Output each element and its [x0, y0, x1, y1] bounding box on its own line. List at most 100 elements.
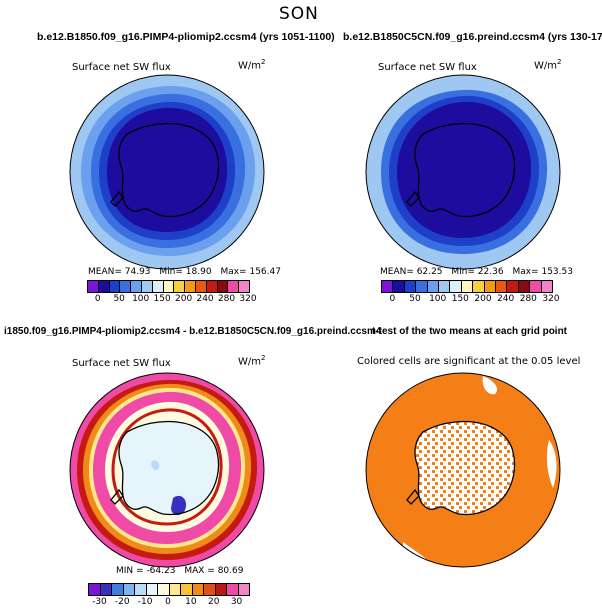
- colorbar-swatch: [237, 584, 249, 595]
- colorbar-swatch: [460, 281, 473, 292]
- colorbar-swatch: [108, 281, 120, 292]
- colorbar-swatch: [216, 281, 228, 292]
- colorbar-tick-label: -30: [92, 597, 107, 607]
- map-boundary: [69, 74, 265, 270]
- map-boundary: [365, 372, 561, 568]
- panel1-variable: Surface net SW flux: [72, 62, 171, 73]
- colorbar-swatch: [134, 584, 146, 595]
- insignificant-patch: [546, 440, 557, 488]
- colorbar-tick-label: 100: [429, 294, 447, 304]
- panel2-variable: Surface net SW flux: [378, 62, 477, 73]
- panel3-variable: Surface net SW flux: [72, 358, 171, 369]
- colorbar-swatch: [194, 281, 206, 292]
- min-label: Min=: [159, 267, 183, 277]
- min-value: 18.90: [185, 267, 212, 277]
- max-value: 156.47: [249, 267, 281, 277]
- antarctica-coast: [110, 122, 220, 218]
- colorbar-swatch: [140, 281, 152, 292]
- flux-core: [397, 101, 532, 238]
- unit-exp: 2: [261, 58, 266, 66]
- colorbar-tick-label: 50: [113, 294, 125, 304]
- colorbar-swatch: [168, 584, 180, 595]
- colorbar-swatch: [540, 281, 553, 292]
- panel3-map: [69, 372, 265, 568]
- panel1-map: [69, 74, 265, 270]
- colorbar-swatch: [449, 281, 461, 292]
- unit-base: W/m: [238, 60, 261, 72]
- min-value: -64.23: [146, 566, 176, 576]
- flux-core: [107, 107, 228, 232]
- colorbar-tick-label: 280: [519, 294, 537, 304]
- diff-blue-patch: [171, 495, 187, 516]
- diff-ice: [119, 421, 219, 515]
- panel2-stats: MEAN= 62.25 Min= 22.36 Max= 153.53: [380, 267, 573, 277]
- colorbar-tick-label: 240: [497, 294, 515, 304]
- panel3-colorbar: [88, 583, 250, 596]
- colorbar-tick-label: 240: [196, 294, 214, 304]
- mean-value: 62.25: [416, 267, 443, 277]
- panel2-colorbar: [381, 280, 553, 293]
- colorbar-swatch: [438, 281, 450, 292]
- colorbar-tick-label: 10: [185, 597, 197, 607]
- colorbar-swatch: [506, 281, 518, 292]
- colorbar-swatch: [392, 281, 404, 292]
- panel4-map: [365, 372, 561, 568]
- max-label: Max=: [220, 267, 247, 277]
- colorbar-tick-label: 200: [474, 294, 492, 304]
- colorbar-tick-label: 150: [451, 294, 469, 304]
- colorbar-swatch: [99, 584, 111, 595]
- colorbar-tick-label: 0: [165, 597, 171, 607]
- panel3-title: i1850.f09_g16.PIMP4-pliomip2.ccsm4 - b.e…: [4, 326, 382, 337]
- panel4-title: t-test of the two means at each grid poi…: [372, 326, 568, 337]
- mean-label: MEAN=: [380, 267, 414, 277]
- colorbar-tick-label: 320: [542, 294, 560, 304]
- panel1-colorbar: [87, 280, 250, 293]
- panel2-unit: W/m2: [534, 58, 561, 71]
- colorbar-tick-label: -10: [137, 597, 153, 607]
- panel2-map: [365, 74, 561, 270]
- colorbar-tick-label: 150: [153, 294, 171, 304]
- colorbar-swatch: [122, 584, 134, 595]
- map-boundary: [365, 74, 561, 270]
- colorbar-tick-label: -20: [114, 597, 130, 607]
- antarctica-coast: [406, 420, 516, 516]
- unit-base: W/m: [238, 356, 261, 368]
- min-label: MIN =: [116, 566, 144, 576]
- diff-blue-patch2: [151, 460, 160, 470]
- panel3-unit: W/m2: [238, 354, 265, 367]
- colorbar-swatch: [426, 281, 439, 292]
- max-label: MAX =: [184, 566, 215, 576]
- colorbar-swatch: [191, 584, 203, 595]
- panel3-stats: MIN = -64.23 MAX = 80.69: [116, 566, 243, 576]
- panel1-title: b.e12.B1850.f09_g16.PIMP4-pliomip2.ccsm4…: [37, 31, 335, 43]
- min-value: 22.36: [477, 267, 504, 277]
- map-boundary: [69, 372, 265, 568]
- ice-speckle: [415, 421, 515, 515]
- unit-exp: 2: [557, 58, 562, 66]
- max-label: Max=: [512, 267, 539, 277]
- colorbar-swatch: [214, 584, 226, 595]
- colorbar-swatch: [203, 584, 215, 595]
- colorbar-swatch: [145, 584, 157, 595]
- insignificant-patch: [482, 376, 498, 395]
- colorbar-tick-label: 200: [175, 294, 193, 304]
- colorbar-swatch: [184, 281, 195, 292]
- unit-exp: 2: [261, 354, 266, 362]
- colorbar-swatch: [130, 281, 141, 292]
- colorbar-swatch: [205, 281, 217, 292]
- colorbar-swatch: [157, 584, 169, 595]
- panel1-stats: MEAN= 74.93 Min= 18.90 Max= 156.47: [88, 267, 281, 277]
- colorbar-swatch: [88, 281, 98, 292]
- colorbar-tick-label: 280: [217, 294, 236, 304]
- min-label: Min=: [451, 267, 475, 277]
- colorbar-swatch: [111, 584, 123, 595]
- colorbar-swatch: [415, 281, 427, 292]
- colorbar-swatch: [162, 281, 174, 292]
- colorbar-swatch: [89, 584, 100, 595]
- colorbar-swatch: [517, 281, 530, 292]
- colorbar-swatch: [529, 281, 541, 292]
- colorbar-swatch: [180, 584, 192, 595]
- antarctica-coast: [406, 122, 516, 218]
- diff-red-edge: [111, 408, 223, 526]
- colorbar-swatch: [226, 584, 238, 595]
